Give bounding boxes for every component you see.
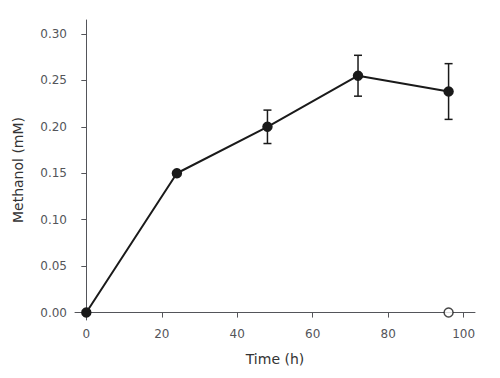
svg-text:0.25: 0.25 (40, 73, 67, 87)
svg-text:0.30: 0.30 (40, 27, 67, 41)
svg-text:0.20: 0.20 (40, 120, 67, 134)
svg-text:0.10: 0.10 (40, 213, 67, 227)
svg-text:Methanol (mM): Methanol (mM) (10, 117, 26, 223)
svg-text:60: 60 (305, 327, 320, 341)
svg-text:100: 100 (452, 327, 475, 341)
svg-text:0.05: 0.05 (40, 259, 67, 273)
svg-text:Time (h): Time (h) (245, 351, 305, 367)
svg-text:80: 80 (381, 327, 396, 341)
svg-text:0.00: 0.00 (40, 306, 67, 320)
svg-text:40: 40 (230, 327, 245, 341)
svg-text:20: 20 (154, 327, 169, 341)
svg-text:0: 0 (83, 327, 91, 341)
svg-text:0.15: 0.15 (40, 166, 67, 180)
